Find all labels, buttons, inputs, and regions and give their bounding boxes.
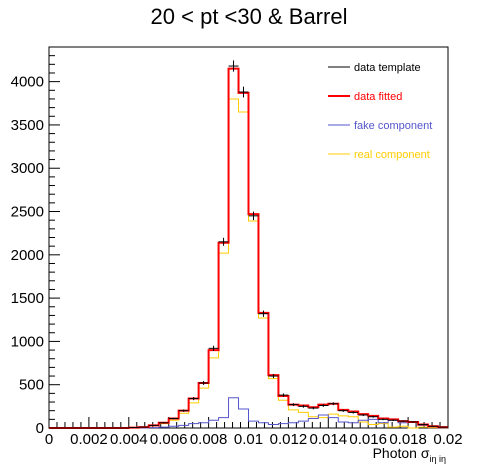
data-template-point [408, 421, 419, 423]
data-template-point [238, 86, 249, 98]
x-tick-label: 0.012 [270, 431, 308, 448]
data-template-point [398, 420, 409, 422]
data-template-point [268, 373, 279, 379]
data-template-point [138, 426, 149, 428]
legend: data template data fitted fake component re… [328, 62, 432, 161]
data-template-point [188, 396, 199, 401]
data-template-point [348, 411, 359, 414]
fake-component-line [49, 397, 448, 429]
data-template-point [208, 345, 219, 351]
legend-entry-real-component: real component [328, 149, 430, 161]
data-template-point [378, 418, 389, 421]
legend-label: fake component [354, 120, 432, 132]
chart-title: 20 < pt <30 & Barrel [150, 4, 348, 29]
data-template-point [328, 402, 339, 406]
data-template-point [248, 211, 259, 221]
data-template-point [358, 413, 369, 417]
x-tick-label: 0.002 [70, 431, 108, 448]
x-tick-label: 0.018 [389, 431, 427, 448]
x-tick-label: 0.006 [150, 431, 188, 448]
x-tick-label: 0.014 [310, 431, 348, 448]
y-tick-label: 1000 [11, 333, 44, 350]
data-template-point [288, 403, 299, 407]
data-template-point [218, 237, 229, 246]
legend-entry-data-template: data template [328, 62, 421, 74]
data-template-point [158, 422, 169, 424]
data-template-point [428, 425, 439, 427]
series-layer [49, 60, 448, 429]
data-template-point [318, 404, 329, 407]
data-template-point [438, 426, 448, 428]
legend-label: real component [354, 149, 430, 161]
legend-label: data fitted [354, 91, 402, 103]
x-axis-title-subscript: iη iη [429, 454, 446, 464]
y-tick-label: 4000 [11, 74, 44, 91]
y-tick-label: 500 [19, 377, 44, 394]
data-template-point [178, 409, 189, 412]
data-template-point [388, 419, 399, 422]
data-template-point [418, 423, 429, 426]
data-template-point [228, 60, 239, 72]
data-template-point [168, 417, 179, 420]
legend-label: data template [354, 62, 421, 74]
x-tick-label: 0.016 [349, 431, 387, 448]
y-tick-label: 2500 [11, 204, 44, 221]
x-tick-label: 0 [45, 431, 53, 448]
data-template-point [368, 415, 379, 418]
data-template-point [258, 310, 269, 317]
y-tick-label: 3000 [11, 160, 44, 177]
data-template-point [298, 404, 309, 408]
data-template-point [308, 406, 319, 410]
y-tick-label: 0 [36, 420, 44, 437]
x-axis-title: Photon σiη iη [373, 445, 446, 464]
x-tick-label: 0.02 [433, 431, 462, 448]
data-template-point [278, 393, 289, 397]
axis-ticks: 0 0.002 0.004 0.006 0.008 0.01 0.012 0.014 0.016… [11, 46, 463, 448]
legend-entry-fake-component: fake component [328, 120, 432, 132]
x-tick-label: 0.004 [110, 431, 148, 448]
x-tick-label: 0.008 [190, 431, 228, 448]
data-template-point [198, 380, 209, 385]
x-tick-label: 0.01 [234, 431, 263, 448]
y-tick-label: 3500 [11, 117, 44, 134]
x-axis-title-main: Photon σ [373, 445, 430, 461]
y-tick-label: 1500 [11, 290, 44, 307]
legend-entry-data-fitted: data fitted [328, 91, 402, 103]
data-template-point [338, 409, 349, 412]
data-template-point [148, 424, 159, 426]
y-tick-label: 2000 [11, 247, 44, 264]
